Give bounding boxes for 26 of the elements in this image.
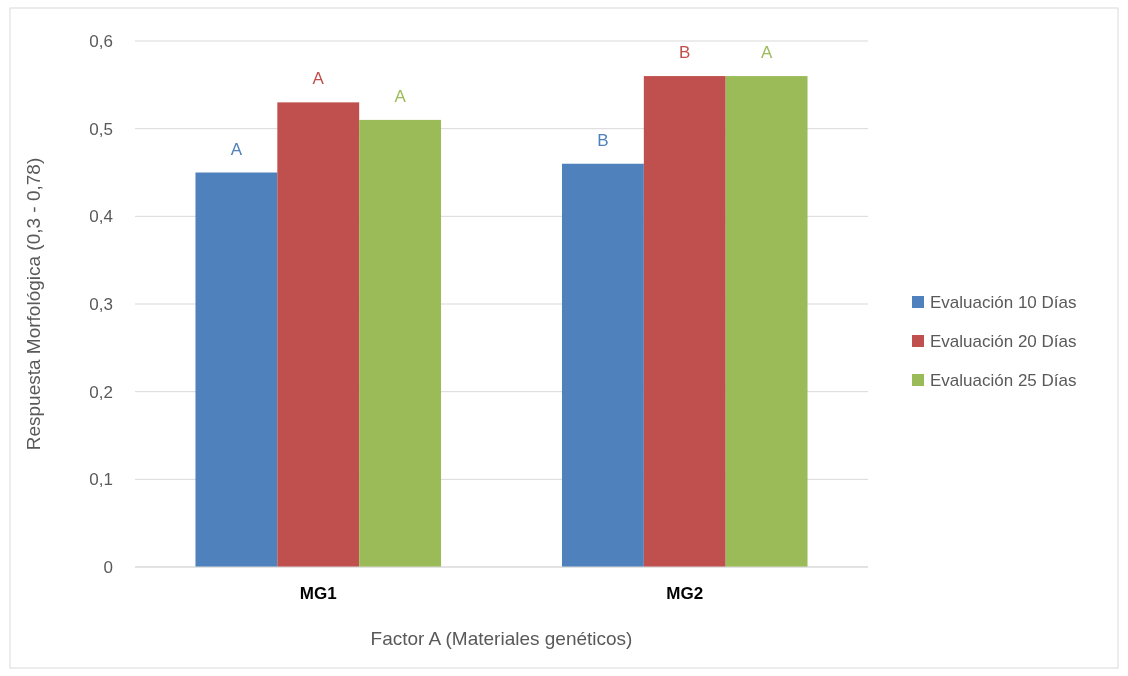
legend-label: Evaluación 10 Días xyxy=(930,293,1077,312)
y-tick-label: 0,6 xyxy=(89,32,113,51)
bar xyxy=(359,119,442,567)
legend-label: Evaluación 25 Días xyxy=(930,371,1077,390)
bar xyxy=(561,163,644,567)
bar xyxy=(195,172,278,567)
data-label: B xyxy=(597,130,609,150)
data-label: A xyxy=(760,43,773,63)
y-tick-label: 0,4 xyxy=(89,207,113,227)
legend-label: Evaluación 20 Días xyxy=(930,332,1077,351)
y-tick-label: 0,1 xyxy=(89,470,113,490)
bar xyxy=(277,102,360,567)
bar xyxy=(643,76,726,567)
y-tick-label: 0,3 xyxy=(89,295,113,314)
y-tick-label: 0,5 xyxy=(89,119,113,139)
x-axis-title: Factor A (Materiales genéticos) xyxy=(370,628,633,649)
x-tick-label: MG1 xyxy=(299,584,337,603)
y-tick-label: 0,2 xyxy=(89,382,113,402)
data-label: B xyxy=(679,43,691,63)
y-tick-label: 0 xyxy=(103,558,113,577)
data-label: A xyxy=(394,86,407,106)
data-label: A xyxy=(312,69,325,89)
x-tick-label: MG2 xyxy=(666,584,704,603)
bar xyxy=(725,76,808,567)
y-axis-title: Respuesta Morfológica (0,3 - 0,78) xyxy=(23,157,44,451)
data-label: A xyxy=(230,139,243,159)
